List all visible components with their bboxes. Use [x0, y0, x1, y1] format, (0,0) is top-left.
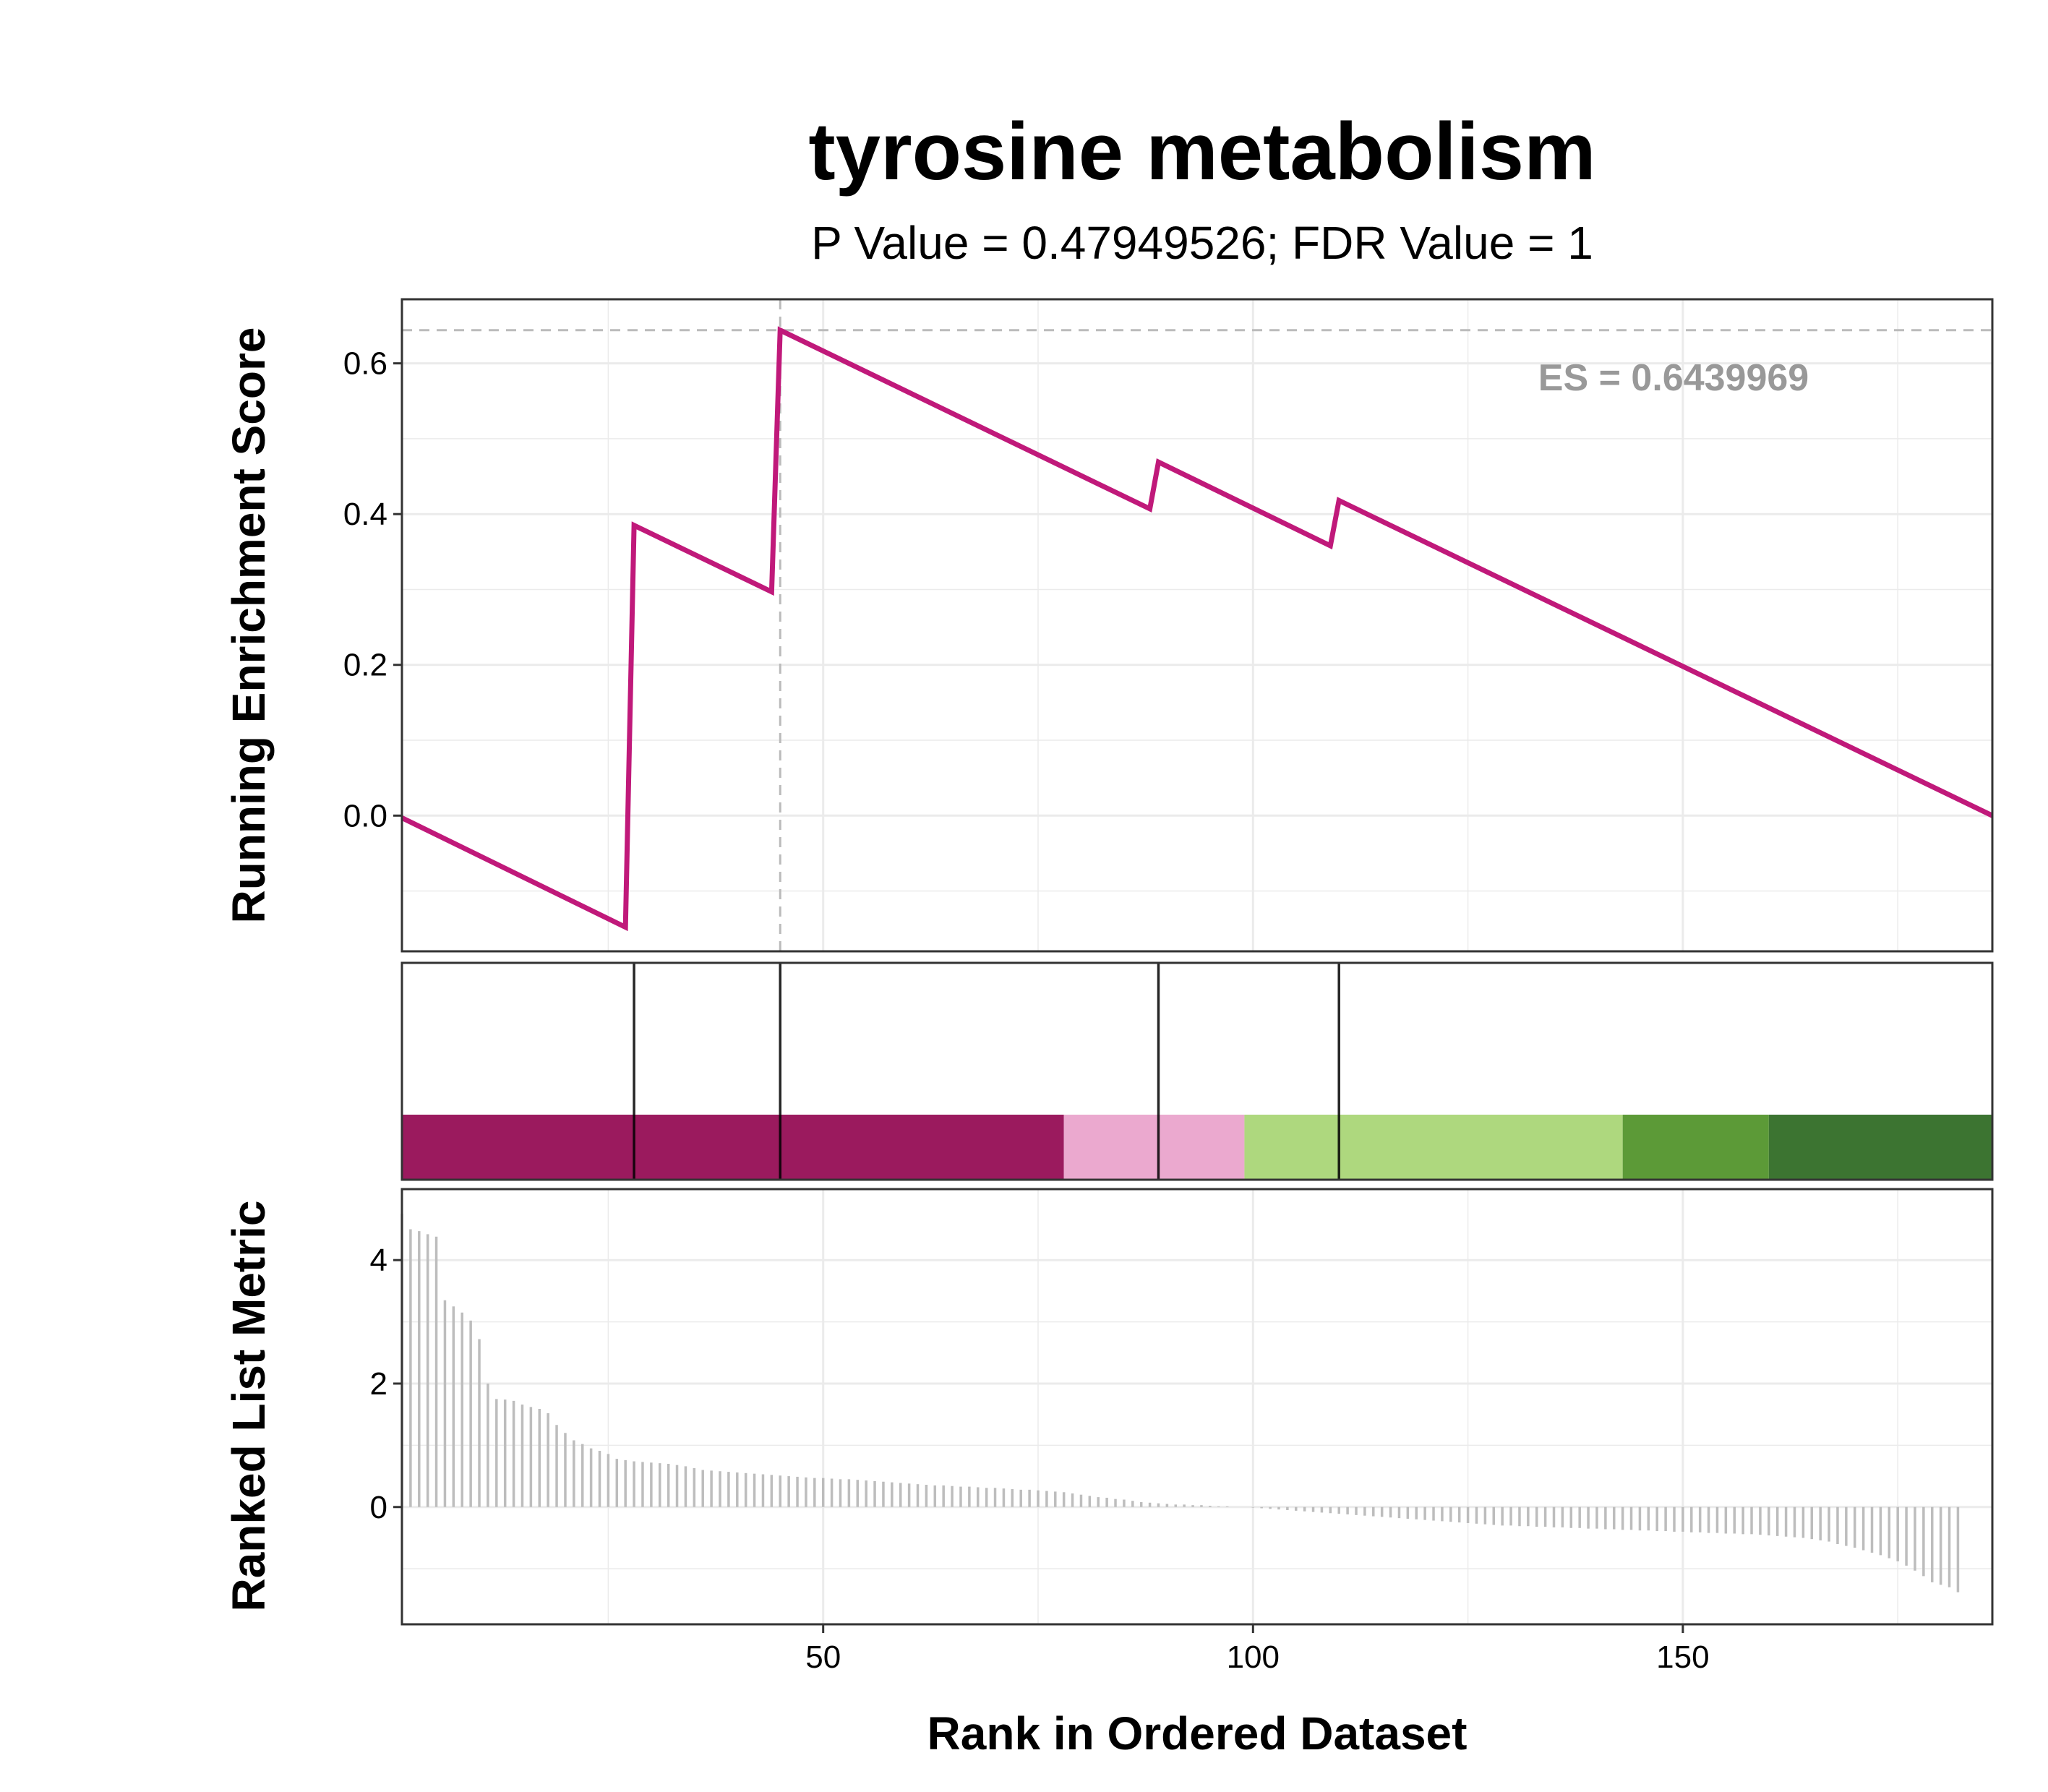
running-score-panel-border — [400, 298, 1994, 953]
ranked-metric-gridlines — [402, 1189, 1992, 1624]
y-tick-label: 0.0 — [343, 798, 387, 833]
y-tick-label: 0.6 — [343, 346, 387, 382]
chart-title: tyrosine metabolism — [808, 106, 1595, 197]
chart-subtitle: P Value = 0.47949526; FDR Value = 1 — [811, 217, 1593, 269]
running-score-reference-lines — [402, 299, 1992, 951]
ranked-metric-bars — [400, 1214, 1960, 1592]
running-score-gridlines — [402, 299, 1992, 951]
es-annotation: ES = 0.6439969 — [1538, 357, 1809, 399]
y-tick-label: 0.2 — [343, 648, 387, 683]
y-tick-label: 0 — [370, 1490, 387, 1525]
ranked-metric-y-axis-title: Ranked List Metric — [223, 1200, 275, 1611]
gene-hit-lines — [633, 963, 1340, 1180]
x-axis-ticks: 50 100 150 — [805, 1624, 1710, 1675]
y-tick-label: 4 — [370, 1243, 387, 1278]
rank-band — [402, 1115, 1064, 1180]
rank-band — [1622, 1115, 1769, 1180]
running-score-y-axis-title: Running Enrichment Score — [223, 327, 275, 924]
x-axis-title: Rank in Ordered Dataset — [927, 1707, 1468, 1759]
running-score-line — [400, 326, 1994, 932]
y-tick-label: 2 — [370, 1366, 387, 1402]
ranked-metric-y-ticks: 0 2 4 — [370, 1243, 402, 1525]
x-tick-label: 50 — [805, 1639, 841, 1675]
ranked-metric-panel-border — [400, 1188, 1994, 1626]
rank-band — [1063, 1115, 1245, 1180]
hits-panel-border — [400, 961, 1994, 1181]
running-score-y-ticks: 0.0 0.2 0.4 0.6 — [343, 346, 402, 833]
y-tick-label: 0.4 — [343, 497, 387, 532]
rank-color-bands — [402, 1115, 1992, 1180]
rank-band — [1768, 1115, 1992, 1180]
x-tick-label: 100 — [1227, 1639, 1280, 1675]
x-tick-label: 150 — [1656, 1639, 1709, 1675]
rank-band — [1244, 1115, 1623, 1180]
